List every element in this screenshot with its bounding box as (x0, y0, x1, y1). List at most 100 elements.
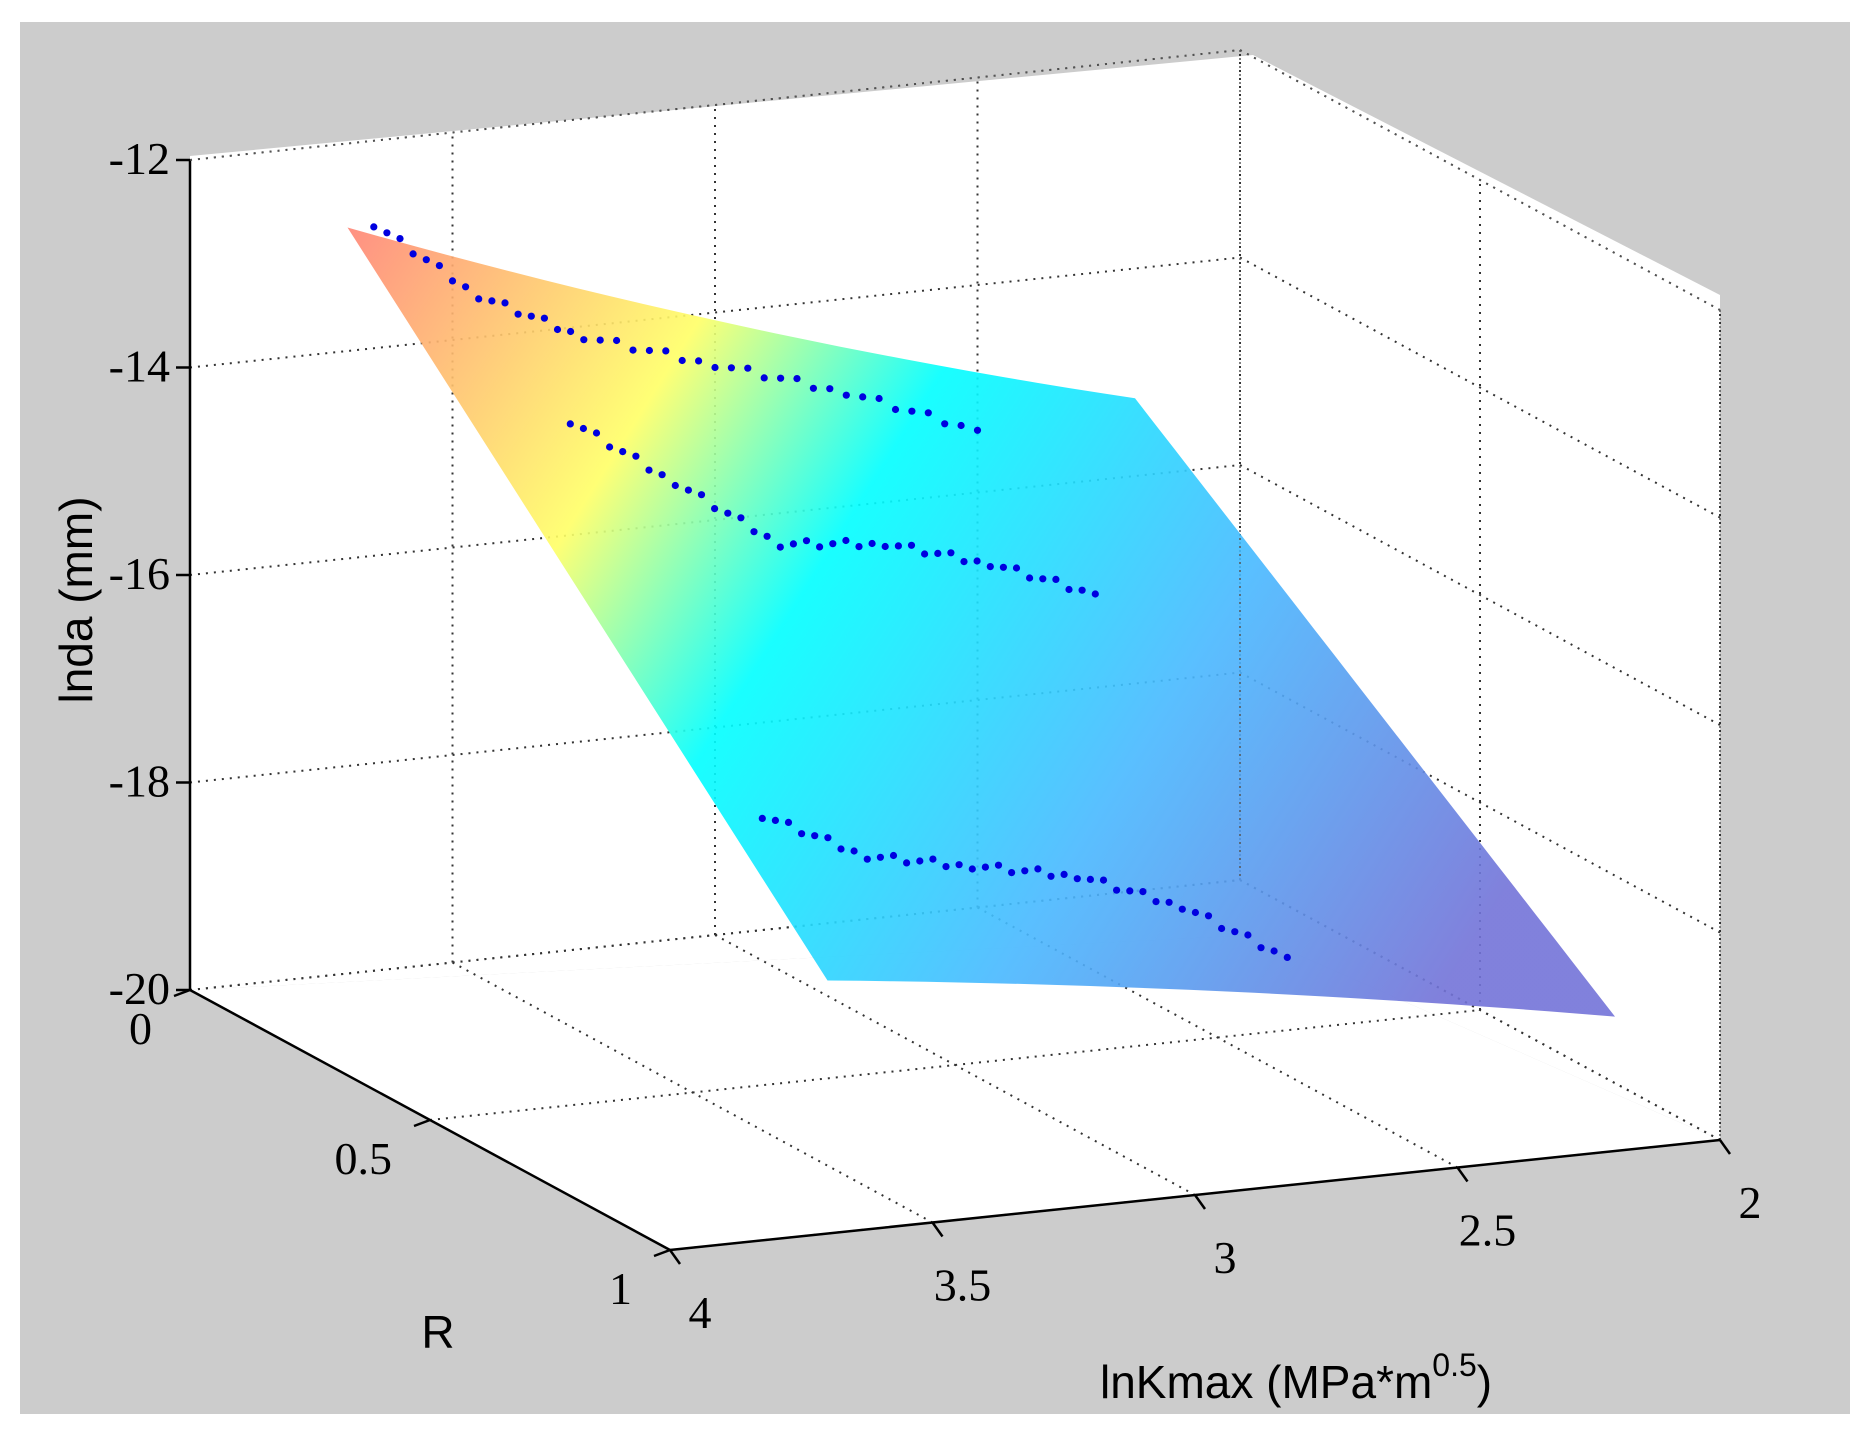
data-point (678, 356, 686, 365)
data-point (711, 363, 719, 372)
data-point (462, 283, 470, 291)
data-point (514, 310, 522, 318)
data-point (1052, 575, 1060, 584)
data-point (968, 865, 976, 873)
z-axis-label: lnda (mm) (50, 496, 102, 703)
data-point (695, 357, 703, 365)
data-point (383, 229, 391, 237)
data-point (758, 814, 766, 823)
data-point (789, 540, 798, 548)
data-point (744, 364, 752, 372)
data-point (798, 830, 806, 838)
data-point (973, 426, 982, 434)
data-point (850, 847, 858, 855)
data-point (793, 375, 801, 383)
data-point (750, 528, 758, 536)
data-point (671, 481, 679, 490)
x-tick (1718, 1139, 1732, 1155)
data-point (947, 549, 955, 557)
surface-patch (347, 227, 1615, 1017)
x-tick-label: 2.5 (1459, 1205, 1517, 1256)
data-point (448, 277, 457, 285)
data-point (802, 537, 811, 545)
y-axis-label: R (421, 1306, 454, 1358)
fitted-surface (347, 227, 1615, 1017)
data-point (697, 491, 706, 499)
data-point (908, 407, 916, 415)
data-point (727, 364, 736, 372)
r-tick-label: 1 (609, 1263, 632, 1314)
data-point (1218, 924, 1226, 933)
data-point (1126, 887, 1134, 895)
data-point (579, 424, 588, 433)
x-axis-label-main: lnKmax (MPa*m (1100, 1356, 1432, 1408)
data-point (1039, 575, 1047, 583)
data-point (422, 256, 430, 264)
data-point (1008, 869, 1016, 877)
z-tick-label: -14 (109, 341, 170, 392)
data-point (760, 374, 768, 382)
data-point (1152, 898, 1160, 906)
data-point (684, 486, 693, 494)
data-point (924, 409, 932, 417)
axis-ticks: -12 -14 -16 -18 -200 0.5 1 2 2.5 3 3.5 4 (109, 133, 1762, 1338)
grid-line-floor-x (1239, 879, 1721, 1141)
data-point (894, 542, 903, 550)
data-point (1073, 875, 1081, 883)
grid-line-floor-x (714, 934, 1196, 1196)
data-point (662, 347, 670, 355)
data-point (903, 859, 911, 867)
data-point (1283, 953, 1291, 962)
data-point (934, 549, 942, 558)
data-point (606, 443, 614, 451)
data-point (613, 336, 621, 345)
data-point (1099, 876, 1108, 884)
data-point (1270, 947, 1278, 955)
data-point (370, 223, 378, 231)
data-point (1191, 908, 1199, 917)
data-point (1060, 870, 1068, 879)
x-tick (668, 1249, 682, 1265)
x-tick-label: 3.5 (934, 1260, 992, 1311)
data-point (1244, 931, 1252, 939)
data-point (881, 542, 889, 551)
data-point (889, 851, 898, 860)
data-point (986, 563, 994, 571)
data-point (619, 448, 627, 456)
data-point (1021, 867, 1029, 875)
grid-line-z-side (1239, 256, 1721, 519)
data-point (566, 420, 574, 428)
data-point (475, 295, 483, 303)
data-point (811, 832, 819, 840)
data-point (645, 466, 653, 474)
data-point (842, 536, 850, 545)
data-point (777, 374, 785, 382)
data-point (829, 540, 837, 548)
x-tick-label: 4 (689, 1287, 712, 1338)
data-point (1204, 912, 1213, 920)
data-point (540, 314, 549, 322)
data-point (955, 861, 963, 869)
data-point (737, 514, 745, 522)
z-tick-label: -16 (109, 548, 170, 599)
x-axis-label: lnKmax (MPa*m0.5) (1100, 1347, 1492, 1408)
data-point (629, 346, 637, 354)
r-tick (653, 1248, 671, 1258)
data-point (645, 346, 654, 355)
x-axis-label-close: ) (1477, 1356, 1492, 1408)
data-point (1231, 928, 1239, 936)
data-point (941, 420, 949, 428)
data-point (1113, 886, 1121, 894)
data-point (409, 250, 417, 258)
data-point (1178, 905, 1186, 913)
data-point (863, 855, 871, 863)
data-points (370, 223, 1291, 962)
data-point (891, 405, 900, 414)
x-axis-label-sup: 0.5 (1432, 1347, 1476, 1383)
data-point (580, 336, 588, 344)
data-point (724, 509, 732, 517)
data-point (1086, 875, 1094, 884)
data-point (1026, 574, 1034, 582)
data-point (1165, 898, 1173, 906)
